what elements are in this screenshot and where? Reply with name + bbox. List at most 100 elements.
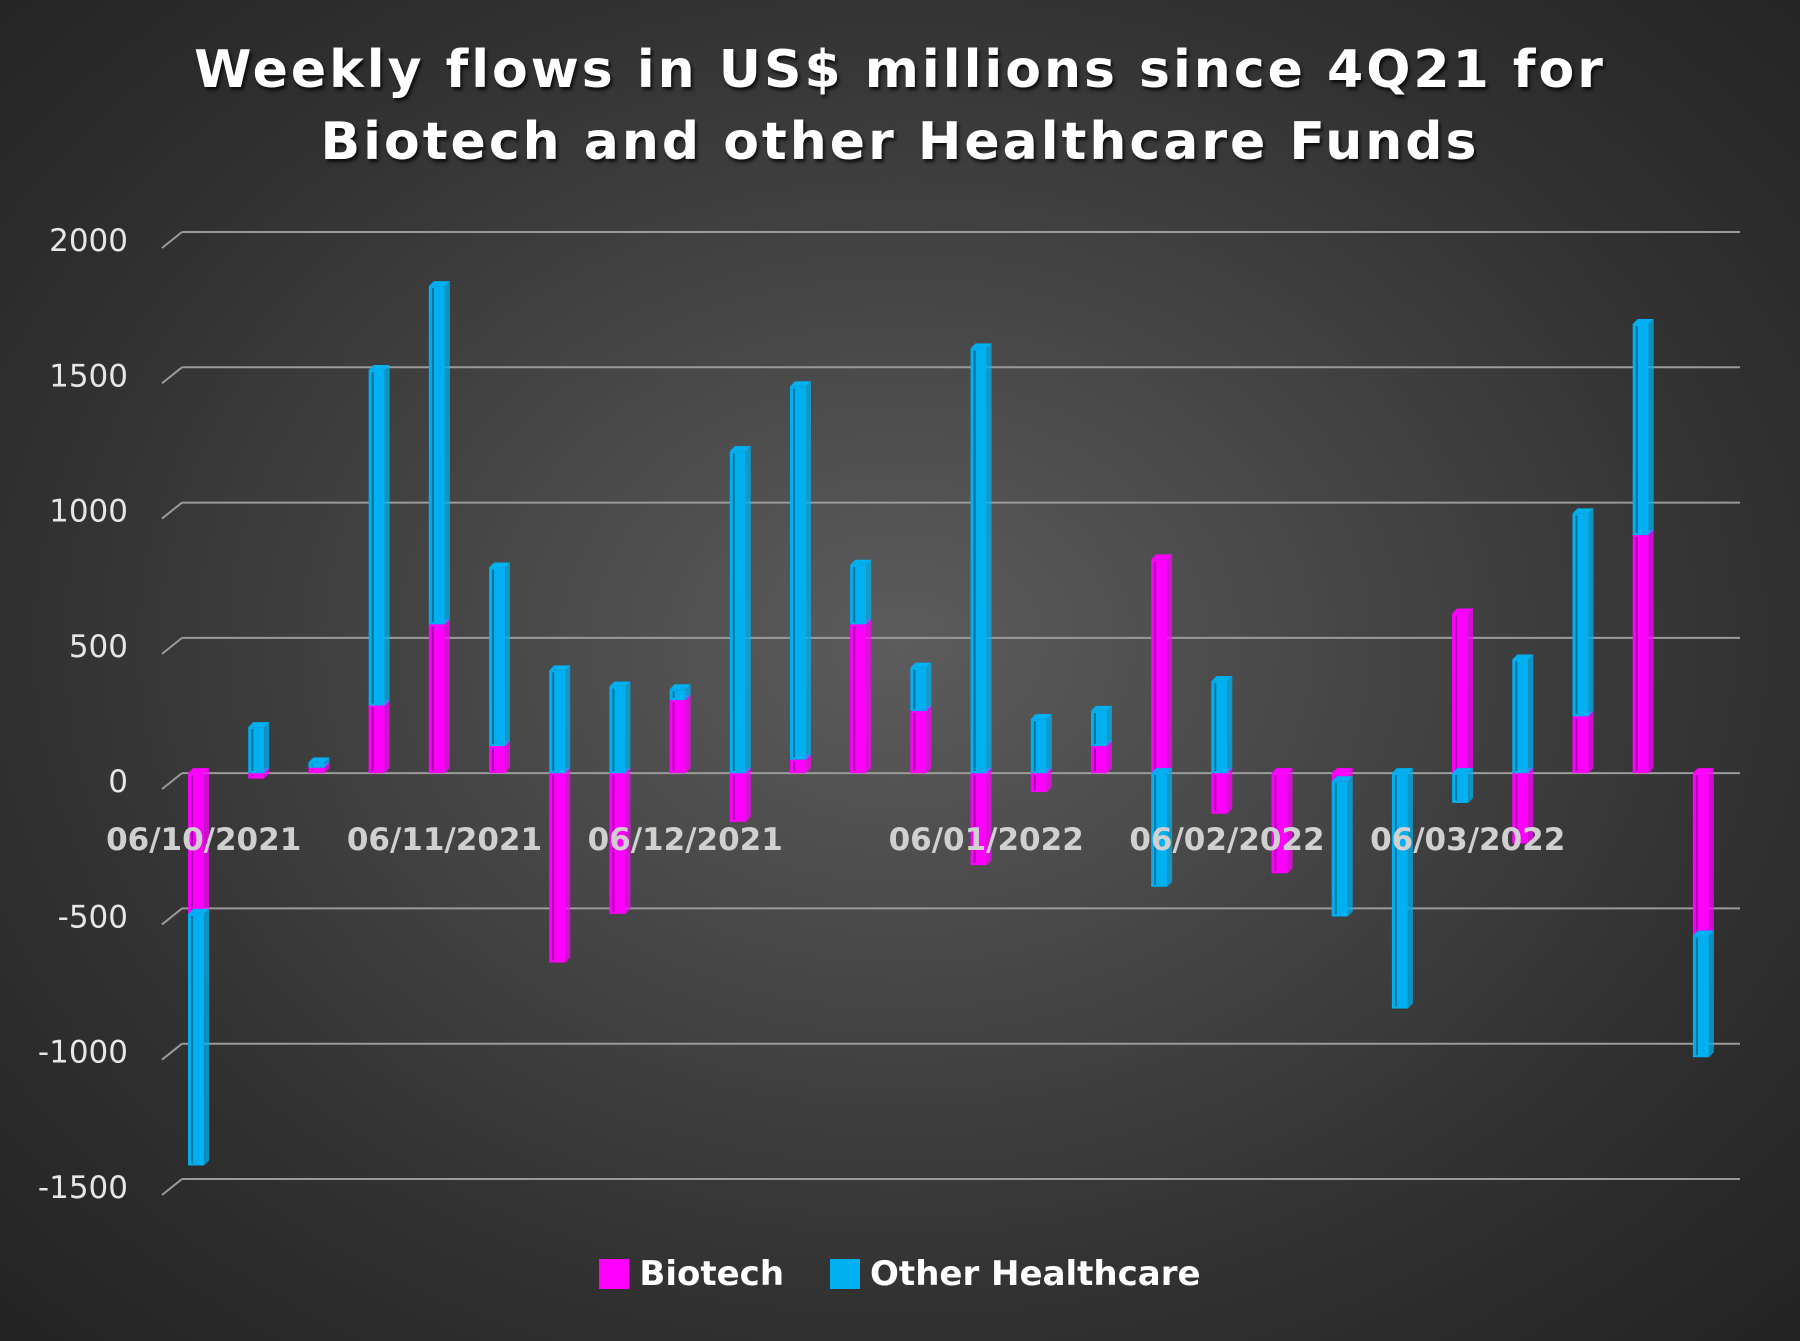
other-healthcare-bar-top	[1452, 768, 1474, 774]
other-healthcare-bar-top	[1391, 768, 1413, 774]
bar-group	[1030, 714, 1052, 793]
x-tick-label: 06/01/2022	[889, 822, 1084, 858]
bar-group	[549, 665, 571, 963]
bar-group	[1151, 554, 1173, 887]
other-healthcare-bar-side	[444, 281, 450, 625]
other-healthcare-bar-side	[1046, 714, 1052, 774]
biotech-bar-side	[1287, 768, 1293, 874]
other-healthcare-bar	[1632, 323, 1649, 536]
other-healthcare-bar-top	[428, 281, 450, 287]
other-healthcare-bar-top	[1331, 776, 1353, 782]
biotech-bar-top	[1692, 768, 1714, 774]
chart-title-line-2: Biotech and other Healthcare Funds	[320, 112, 1480, 172]
x-axis-tick-labels: 06/10/2021 06/11/2021 06/12/2021 06/01/2022…	[106, 822, 1565, 858]
other-healthcare-bar-side	[986, 343, 992, 774]
biotech-bar	[789, 759, 806, 774]
bar-group	[1572, 508, 1594, 774]
bar-group	[368, 364, 390, 774]
bar-group	[669, 684, 691, 774]
other-healthcare-bar-top	[1151, 768, 1173, 774]
other-healthcare-bar-side	[625, 681, 631, 774]
biotech-bar-side	[685, 695, 691, 774]
other-healthcare-bar-top	[970, 343, 992, 349]
biotech-bar	[1090, 746, 1107, 774]
other-healthcare-bar	[789, 386, 806, 760]
biotech-bar	[729, 773, 746, 822]
other-healthcare-bar-top	[789, 381, 811, 387]
other-healthcare-bar-side	[1648, 318, 1654, 536]
bar-group	[1090, 705, 1112, 774]
biotech-bar-top	[1151, 554, 1173, 560]
other-healthcare-bar-side	[384, 364, 390, 706]
bars	[188, 281, 1714, 1166]
biotech-bar	[1572, 716, 1589, 774]
biotech-bar	[188, 773, 205, 914]
other-healthcare-bar-side	[324, 757, 330, 768]
bar-group	[1692, 768, 1714, 1058]
other-healthcare-bar-side	[1347, 776, 1353, 917]
biotech-bar-side	[384, 700, 390, 774]
x-tick-label: 06/10/2021	[106, 822, 301, 858]
legend-swatch-biotech	[599, 1259, 630, 1289]
biotech-bar-top	[188, 768, 210, 774]
biotech-bar	[428, 624, 445, 774]
bar-group	[970, 343, 992, 866]
other-healthcare-bar-top	[188, 908, 210, 914]
biotech-bar-side	[1227, 768, 1233, 814]
grid-lines	[161, 231, 1740, 1196]
legend-swatch-other-healthcare	[830, 1259, 861, 1289]
other-healthcare-bar-top	[1692, 930, 1714, 936]
other-healthcare-bar-side	[1528, 654, 1534, 774]
other-healthcare-bar	[368, 369, 385, 706]
other-healthcare-bar	[1090, 710, 1107, 747]
biotech-bar-side	[204, 768, 210, 914]
y-tick-label: 1500	[49, 358, 128, 394]
y-tick-label: -1000	[38, 1035, 128, 1071]
other-healthcare-bar-top	[1632, 318, 1654, 324]
legend: Biotech Other Healthcare	[0, 1254, 1800, 1294]
biotech-bar-side	[1046, 768, 1052, 793]
other-healthcare-bar-side	[505, 562, 511, 747]
biotech-bar	[489, 746, 506, 774]
other-healthcare-bar-top	[248, 722, 270, 728]
other-healthcare-bar	[910, 667, 927, 711]
grid-line-depth	[161, 366, 183, 385]
other-healthcare-bar	[428, 286, 445, 625]
bar-group	[1211, 676, 1233, 814]
bar-group	[1391, 768, 1413, 1009]
biotech-bar	[1692, 773, 1709, 936]
grid-line-depth	[161, 1178, 183, 1196]
other-healthcare-bar-top	[1030, 714, 1052, 720]
biotech-bar-side	[565, 768, 571, 963]
other-healthcare-bar-side	[1106, 705, 1112, 747]
legend-item-biotech: Biotech	[599, 1254, 784, 1294]
biotech-bar-side	[1468, 608, 1474, 774]
biotech-bar-top	[1271, 768, 1293, 774]
other-healthcare-bar	[1452, 773, 1469, 803]
other-healthcare-bar	[669, 689, 686, 701]
bar-group	[729, 446, 751, 822]
other-healthcare-bar	[729, 451, 746, 774]
biotech-bar-side	[625, 768, 631, 914]
y-tick-label: -500	[58, 899, 128, 935]
biotech-bar	[850, 624, 867, 774]
biotech-bar-side	[866, 619, 872, 774]
other-healthcare-bar-top	[308, 757, 330, 763]
other-healthcare-bar-top	[609, 681, 631, 687]
other-healthcare-bar-side	[264, 722, 270, 774]
biotech-bar	[1632, 535, 1649, 774]
bar-group	[1452, 608, 1474, 803]
other-healthcare-bar-top	[1572, 508, 1594, 514]
chart-title: Weekly flows in US$ millions since 4Q21 …	[0, 34, 1800, 178]
biotech-bar-top	[1331, 768, 1353, 774]
other-healthcare-bar-top	[910, 662, 932, 668]
bar-group	[188, 768, 210, 1166]
other-healthcare-bar	[1030, 719, 1047, 774]
biotech-bar	[609, 773, 626, 914]
other-healthcare-bar-side	[1708, 930, 1714, 1058]
other-healthcare-bar-top	[489, 562, 511, 568]
y-tick-label: 500	[69, 629, 128, 665]
other-healthcare-bar	[489, 567, 506, 747]
other-healthcare-bar	[308, 762, 325, 768]
bar-group	[609, 681, 631, 914]
